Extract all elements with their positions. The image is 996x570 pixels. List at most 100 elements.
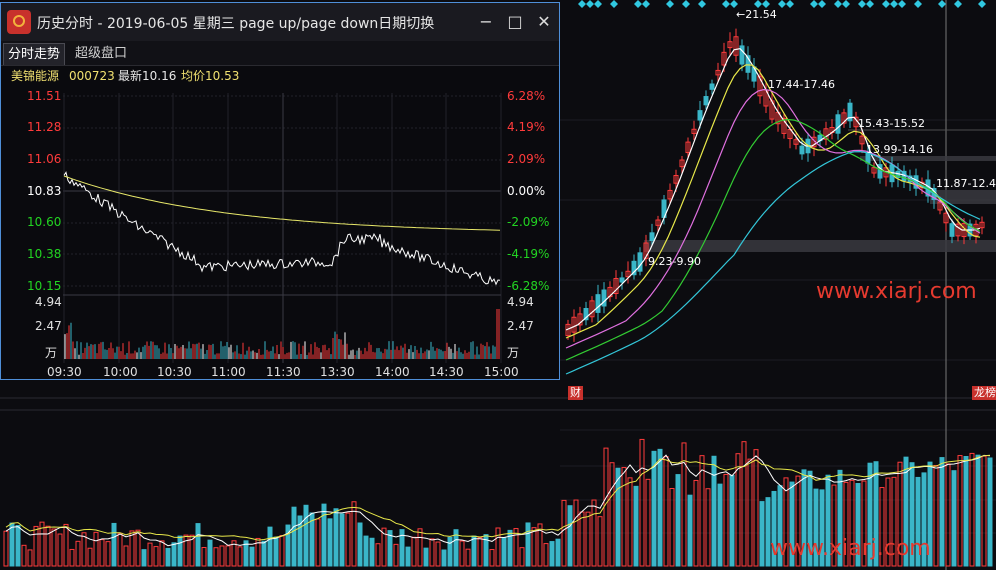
volume-bar xyxy=(939,457,945,567)
volume-bar xyxy=(417,528,423,567)
volume-bar xyxy=(705,488,711,567)
volume-bar xyxy=(837,469,843,567)
signal-marker-icon xyxy=(890,0,898,8)
time-tick: 10:30 xyxy=(157,365,192,379)
volume-bar xyxy=(285,524,291,567)
signal-marker-icon xyxy=(762,0,770,8)
time-tick: 09:30 xyxy=(47,365,82,379)
volume-bar xyxy=(735,453,741,567)
volume-bar xyxy=(75,540,81,567)
candle-body xyxy=(955,223,961,237)
volume-unit: 万 xyxy=(45,346,58,360)
candle-body xyxy=(643,242,649,259)
volume-bar xyxy=(891,476,897,567)
volume-bar xyxy=(405,546,411,567)
volume-bar xyxy=(627,477,633,567)
tab-intraday[interactable]: 分时走势 xyxy=(3,43,66,65)
kline-annotation-4: 11.87-12.4 xyxy=(936,177,996,190)
volume-bar xyxy=(543,543,549,567)
volume-bar xyxy=(303,504,309,567)
volume-bar xyxy=(555,538,561,567)
ma10-line xyxy=(565,64,981,339)
pct-tick: -4.19% xyxy=(507,247,550,261)
volume-bar xyxy=(27,549,33,567)
volume-bar xyxy=(981,455,987,567)
volume-bar xyxy=(273,536,279,567)
tab-super-orderbook[interactable]: 超级盘口 xyxy=(75,46,128,61)
watermark-bottom: www.xiarj.com xyxy=(770,536,931,561)
volume-bar xyxy=(885,477,891,567)
candle-body xyxy=(745,55,751,73)
price-tick: 10.60 xyxy=(27,215,62,229)
volume-bar xyxy=(945,463,951,567)
volume-bar xyxy=(915,476,921,567)
dragon-tiger-tag[interactable]: 龙榜 xyxy=(972,386,996,400)
candle-body xyxy=(601,289,607,307)
volume-bar xyxy=(105,541,111,567)
volume-bar xyxy=(471,535,477,567)
maximize-button[interactable]: □ xyxy=(507,12,523,31)
volume-unit: 万 xyxy=(507,346,520,360)
candle-body xyxy=(823,128,829,140)
volume-bar xyxy=(171,542,177,567)
volume-bar xyxy=(411,536,417,567)
volume-bar xyxy=(861,480,867,567)
signal-marker-icon xyxy=(914,0,922,8)
volume-bar xyxy=(15,525,21,567)
volume-bar xyxy=(501,537,507,567)
volume-bar xyxy=(423,547,429,567)
time-tick: 13:30 xyxy=(320,365,355,379)
candle-body xyxy=(793,139,799,145)
volume-bar xyxy=(651,450,657,567)
candle-body xyxy=(577,313,583,326)
stock-code: 000723 xyxy=(69,69,115,83)
volume-bar xyxy=(969,452,975,567)
signal-marker-icon xyxy=(698,0,706,8)
volume-bar xyxy=(771,490,777,567)
volume-bar xyxy=(165,547,171,567)
kline-high-annotation: ←21.54 xyxy=(736,8,777,21)
pct-tick: 0.00% xyxy=(507,184,546,198)
volume-bar xyxy=(537,523,543,567)
volume-bar xyxy=(729,474,735,567)
volume-bar xyxy=(897,461,903,567)
volume-bar xyxy=(51,528,57,567)
volume-bar xyxy=(21,544,27,567)
volume-bar xyxy=(495,527,501,567)
volume-bar xyxy=(807,470,813,567)
volume-bar xyxy=(699,455,705,567)
finance-tag[interactable]: 财 xyxy=(568,386,583,400)
volume-bar xyxy=(135,529,141,567)
candle-body xyxy=(679,159,685,168)
volume-bar xyxy=(327,518,333,567)
volume-bar xyxy=(639,438,645,567)
minimize-button[interactable]: − xyxy=(479,12,493,31)
candle-body xyxy=(757,75,763,97)
candle-body xyxy=(583,308,589,321)
candle-body xyxy=(637,252,643,272)
window-titlebar[interactable]: 历史分时 - 2019-06-05 星期三 page up/page down日… xyxy=(1,3,559,41)
volume-bar xyxy=(9,522,15,567)
volume-bar xyxy=(963,456,969,567)
volume-bar xyxy=(189,534,195,567)
volume-bar xyxy=(927,461,933,567)
app-logo-icon xyxy=(7,10,31,34)
volume-bar xyxy=(657,448,663,567)
volume-bar xyxy=(465,548,471,567)
volume-bar xyxy=(633,485,639,567)
volume-bar xyxy=(549,541,555,567)
volume-bar xyxy=(951,470,957,567)
volume-bar xyxy=(855,482,861,567)
ma5-line xyxy=(565,47,981,331)
volume-bar xyxy=(393,543,399,567)
average-price: 均价10.53 xyxy=(181,69,240,83)
volume-bar xyxy=(585,511,591,567)
close-button[interactable]: ✕ xyxy=(537,12,551,31)
intraday-average-line xyxy=(63,175,501,231)
volume-bar xyxy=(909,462,915,567)
volume-bar xyxy=(267,526,273,567)
volume-bar xyxy=(81,532,87,567)
volume-bar xyxy=(795,475,801,567)
volume-bar xyxy=(3,530,9,567)
time-tick: 15:00 xyxy=(484,365,519,379)
